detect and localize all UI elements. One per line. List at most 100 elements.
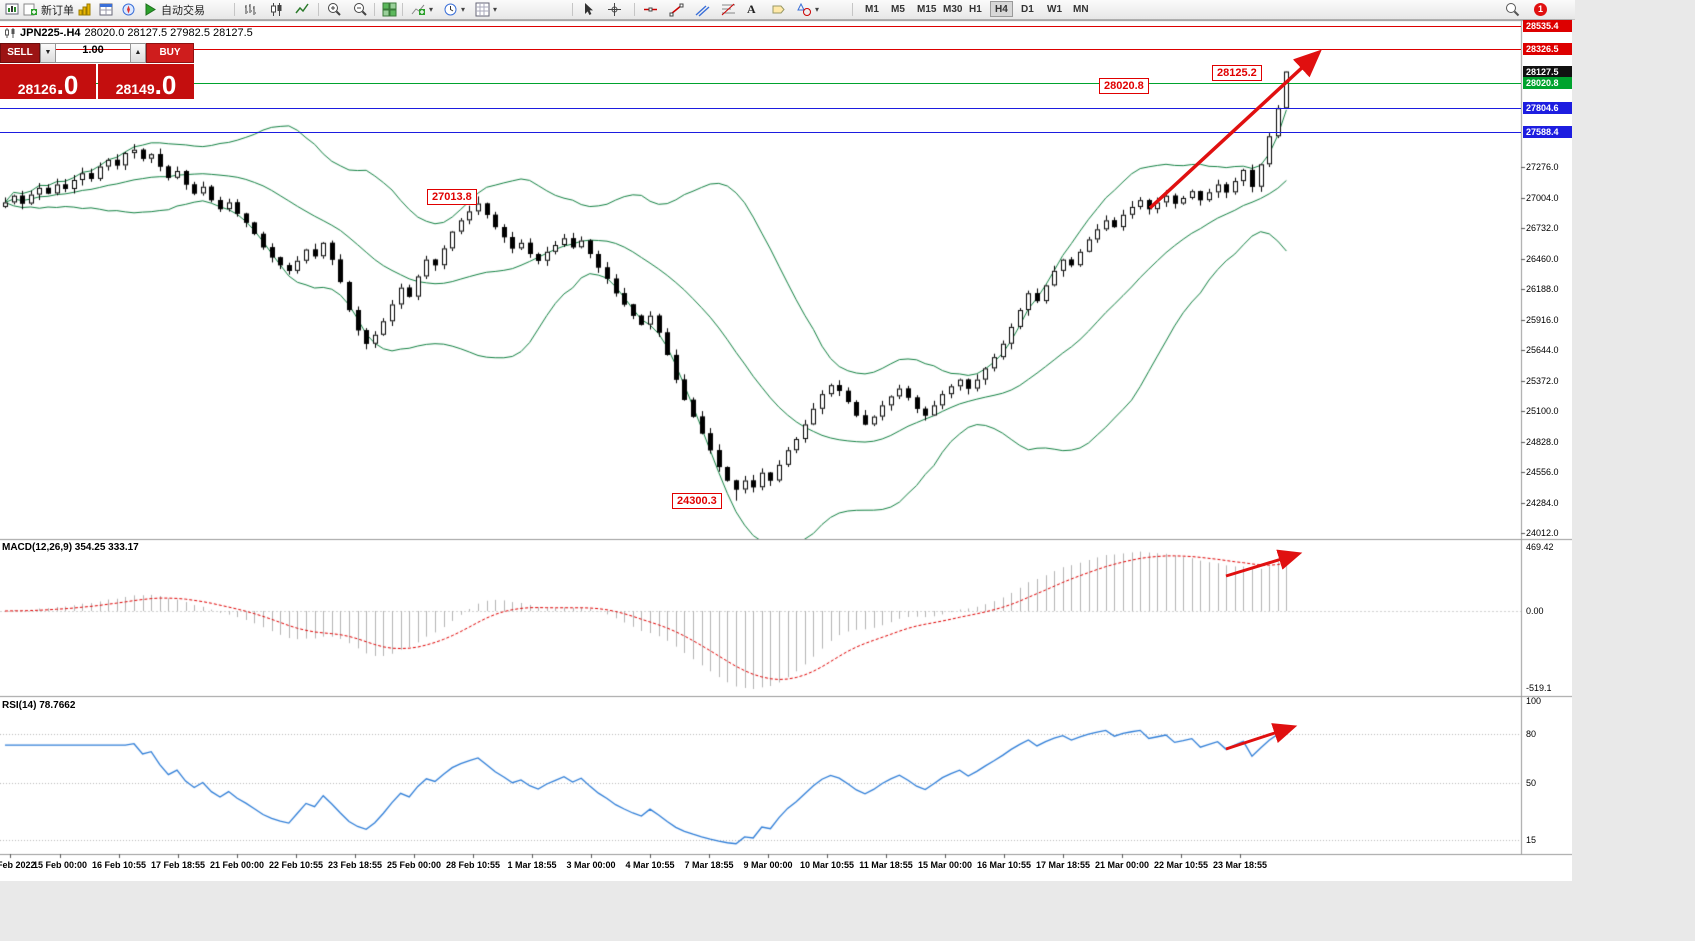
volume-decrease-button[interactable]: ▼ bbox=[40, 43, 56, 63]
horizontal-line-button[interactable] bbox=[640, 1, 661, 18]
timeframe-h4-button[interactable]: H4 bbox=[990, 1, 1013, 17]
cursor-button[interactable] bbox=[578, 1, 599, 18]
macd-axis-label: 469.42 bbox=[1526, 542, 1554, 552]
price-axis-label: 26732.0 bbox=[1526, 223, 1559, 233]
price-annotation-24300.3[interactable]: 24300.3 bbox=[672, 493, 722, 509]
new-chart-icon bbox=[5, 3, 19, 15]
price-axis-label: 24556.0 bbox=[1526, 467, 1559, 477]
sell-button[interactable]: SELL bbox=[0, 43, 40, 63]
auto-trading-button[interactable]: 自动交易 bbox=[140, 1, 208, 18]
price-axis-label: 25916.0 bbox=[1526, 315, 1559, 325]
time-axis-label: 22 Feb 10:55 bbox=[268, 860, 324, 870]
periods-button[interactable]: ▾ bbox=[440, 1, 468, 18]
channel-icon bbox=[695, 5, 710, 17]
price-axis-label: 24012.0 bbox=[1526, 528, 1559, 538]
time-axis-label: 17 Feb 18:55 bbox=[150, 860, 206, 870]
time-axis-label: 1 Mar 18:55 bbox=[507, 860, 557, 870]
toolbar-separator bbox=[634, 3, 635, 16]
price-tag-27588.4: 27588.4 bbox=[1523, 126, 1572, 138]
shapes-button[interactable]: ▾ bbox=[794, 1, 822, 18]
buy-price-fraction: .0 bbox=[154, 70, 177, 100]
indicators-button[interactable]: ▾ bbox=[408, 1, 436, 18]
timeframe-m5-button[interactable]: M5 bbox=[886, 1, 910, 17]
time-axis-label: 15 Feb 00:00 bbox=[32, 860, 88, 870]
price-tag-28326.5: 28326.5 bbox=[1523, 43, 1572, 55]
market-watch-button[interactable] bbox=[74, 1, 95, 18]
new-order-icon bbox=[23, 3, 37, 16]
templates-button[interactable]: ▾ bbox=[472, 1, 500, 18]
text-tool-icon: A bbox=[747, 2, 756, 16]
candlestick-icon bbox=[271, 3, 282, 16]
price-level-line-28535.4[interactable] bbox=[0, 26, 1521, 27]
price-axis-label: 25372.0 bbox=[1526, 376, 1559, 386]
time-axis-label: 16 Feb 10:55 bbox=[91, 860, 147, 870]
price-level-line-28326.5[interactable] bbox=[0, 49, 1521, 50]
price-level-line-27804.6[interactable] bbox=[0, 108, 1521, 109]
dropdown-caret-icon: ▾ bbox=[815, 4, 820, 14]
price-tag-28535.4: 28535.4 bbox=[1523, 20, 1572, 32]
timeframe-m30-button[interactable]: M30 bbox=[938, 1, 967, 17]
time-axis-label: 11 Mar 18:55 bbox=[859, 860, 913, 870]
fibonacci-button[interactable] bbox=[718, 1, 739, 18]
price-chart-canvas[interactable] bbox=[0, 20, 1572, 881]
label-icon bbox=[772, 5, 785, 14]
trendline-button[interactable] bbox=[666, 1, 687, 18]
label-button[interactable] bbox=[768, 1, 789, 18]
timeframe-w1-button[interactable]: W1 bbox=[1042, 1, 1067, 17]
timeframe-d1-button[interactable]: D1 bbox=[1016, 1, 1039, 17]
candlestick-button[interactable] bbox=[266, 1, 287, 18]
zoom-out-button[interactable] bbox=[350, 1, 371, 18]
toolbar-separator bbox=[374, 3, 375, 16]
buy-price-display[interactable]: 28149.0 bbox=[98, 64, 194, 99]
auto-trading-label: 自动交易 bbox=[161, 4, 205, 17]
chart-symbol-icon bbox=[5, 28, 15, 38]
timeframe-m15-button[interactable]: M15 bbox=[912, 1, 941, 17]
data-window-button[interactable] bbox=[96, 1, 117, 18]
price-annotation-28125.2[interactable]: 28125.2 bbox=[1212, 65, 1262, 81]
crosshair-button[interactable] bbox=[604, 1, 625, 18]
navigator-button[interactable] bbox=[118, 1, 139, 18]
time-axis-label: 10 Mar 10:55 bbox=[799, 860, 855, 870]
buy-button[interactable]: BUY bbox=[146, 43, 194, 63]
line-chart-button[interactable] bbox=[292, 1, 313, 18]
toolbar-separator bbox=[318, 3, 319, 16]
channel-button[interactable] bbox=[692, 1, 713, 18]
price-axis-label: 26188.0 bbox=[1526, 284, 1559, 294]
sell-price-display[interactable]: 28126.0 bbox=[0, 64, 96, 99]
chart-title: JPN225-.H4 28020.0 28127.5 27982.5 28127… bbox=[4, 27, 253, 39]
macd-axis-label: 0.00 bbox=[1526, 606, 1544, 616]
bar-chart-button[interactable] bbox=[240, 1, 261, 18]
volume-input[interactable]: 1.00 bbox=[56, 43, 130, 63]
market-watch-icon bbox=[78, 3, 91, 16]
search-button[interactable] bbox=[1502, 1, 1523, 18]
price-axis-label: 27004.0 bbox=[1526, 193, 1559, 203]
price-axis-label: 24284.0 bbox=[1526, 498, 1559, 508]
ohlc-values: 28020.0 28127.5 27982.5 28127.5 bbox=[84, 27, 253, 39]
new-chart-button[interactable] bbox=[2, 1, 23, 18]
price-level-line-27588.4[interactable] bbox=[0, 132, 1521, 133]
rsi-axis-label: 80 bbox=[1526, 729, 1537, 739]
zoom-in-button[interactable] bbox=[324, 1, 345, 18]
cursor-icon bbox=[585, 3, 593, 15]
sell-price-int: 28126 bbox=[17, 81, 57, 97]
symbol-period-label: JPN225-.H4 bbox=[20, 27, 81, 39]
new-order-button[interactable]: 新订单 bbox=[20, 1, 77, 18]
search-icon bbox=[1506, 3, 1520, 17]
time-axis-label: 7 Mar 18:55 bbox=[684, 860, 734, 870]
price-annotation-27013.8[interactable]: 27013.8 bbox=[427, 189, 477, 205]
price-level-line-28020.8[interactable] bbox=[0, 83, 1521, 84]
volume-increase-button[interactable]: ▲ bbox=[130, 43, 146, 63]
timeframe-h1-button[interactable]: H1 bbox=[964, 1, 987, 17]
bar-chart-icon bbox=[245, 4, 256, 15]
price-annotation-28020.8[interactable]: 28020.8 bbox=[1099, 78, 1149, 94]
text-button[interactable]: A bbox=[744, 1, 759, 18]
notification-badge[interactable]: 1 bbox=[1534, 3, 1547, 16]
rsi-axis-label: 100 bbox=[1526, 696, 1542, 706]
tile-windows-button[interactable] bbox=[379, 1, 400, 18]
price-axis-label: 25644.0 bbox=[1526, 345, 1559, 355]
periods-icon bbox=[444, 3, 457, 16]
dropdown-caret-icon: ▾ bbox=[493, 4, 498, 14]
time-axis-label: 23 Feb 18:55 bbox=[327, 860, 383, 870]
timeframe-mn-button[interactable]: MN bbox=[1068, 1, 1094, 17]
timeframe-m1-button[interactable]: M1 bbox=[860, 1, 884, 17]
